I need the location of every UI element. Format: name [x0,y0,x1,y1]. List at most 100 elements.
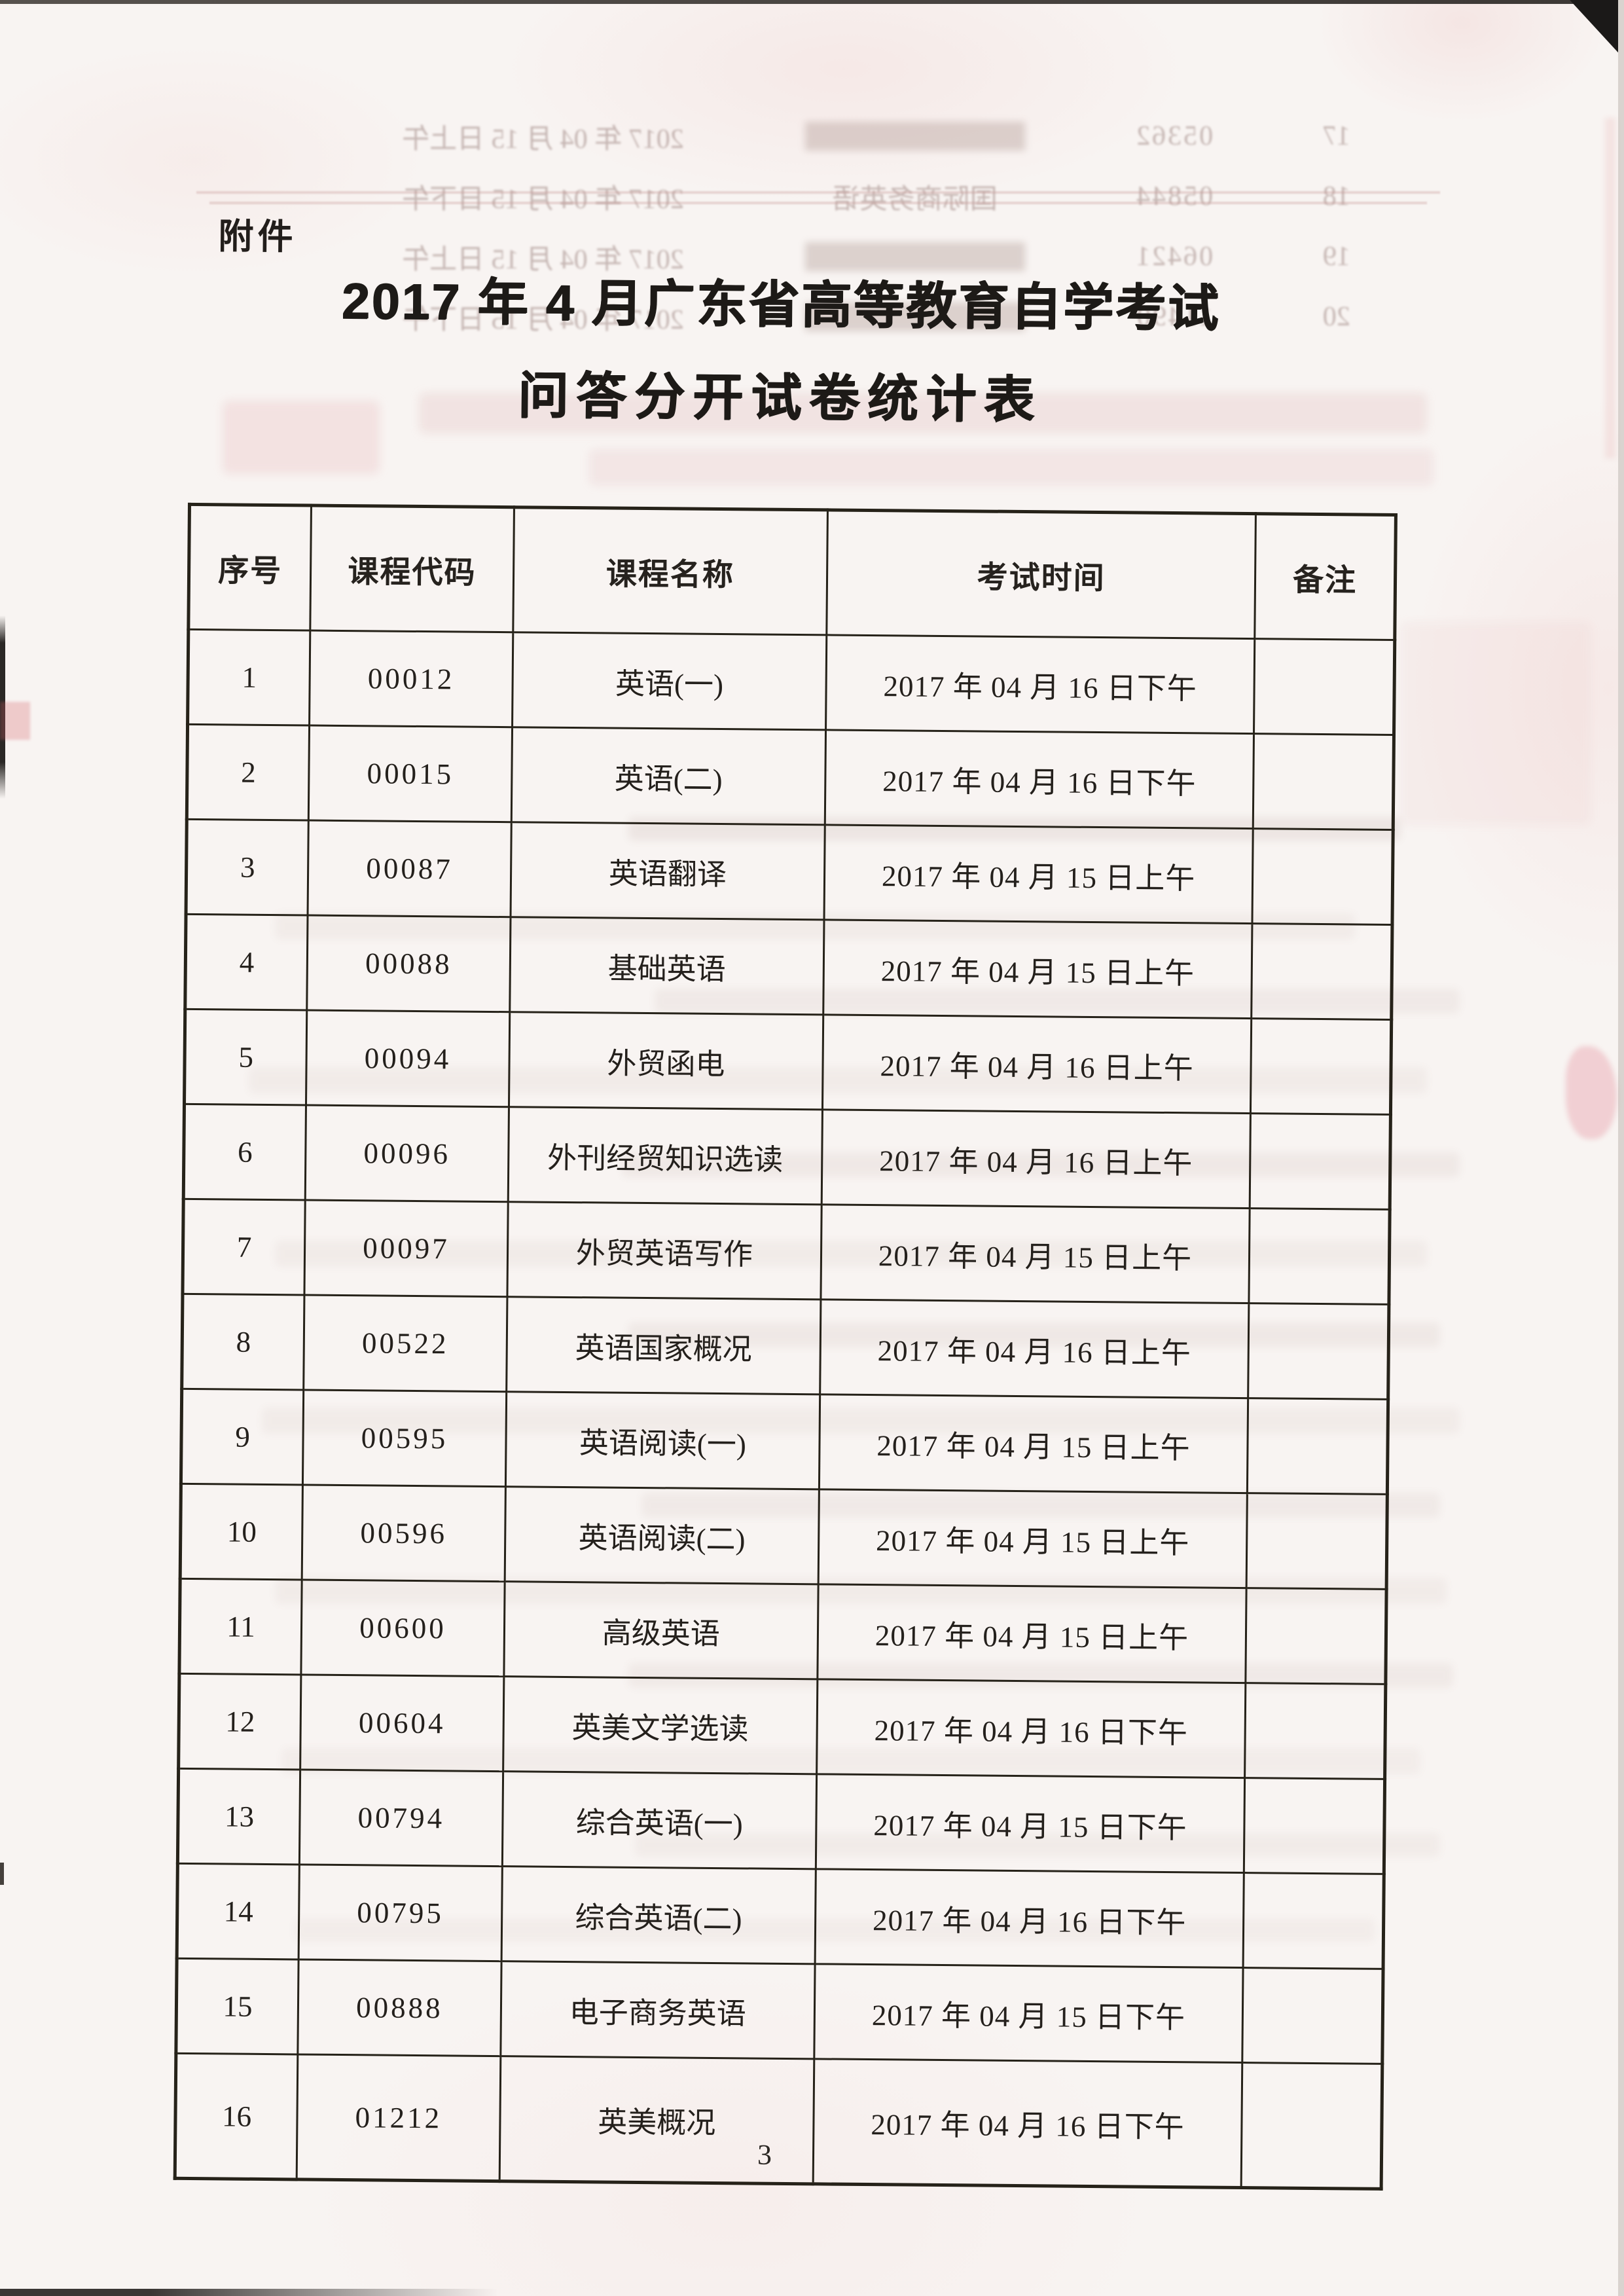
scan-edge-left [0,615,5,799]
cell-no: 2 [187,724,310,821]
cell-name: 综合英语(二) [501,1866,816,1964]
pink-ink-scribble [1566,1046,1617,1139]
table-row: 4 00088 基础英语 2017 年 04 月 15 日上午 [185,914,1392,1020]
cell-name: 英语翻译 [510,822,825,920]
bleedthrough-smudge [419,393,1427,433]
bleedthrough-smudge [249,1067,1427,1093]
cell-code: 00012 [309,630,513,727]
attachment-label: 附件 [218,217,297,257]
bleedthrough-smudge [223,401,380,474]
cell-code: 00522 [303,1294,507,1392]
bleedthrough-smudge [275,1241,1427,1267]
cell-note [1250,1018,1392,1115]
cell-time: 2017 年 04 月 15 日上午 [818,1489,1248,1588]
cell-time: 2017 年 04 月 15 日上午 [820,1204,1250,1303]
cell-time: 2017 年 04 月 15 日下午 [816,1774,1245,1873]
table-row: 2 00015 英语(二) 2017 年 04 月 16 日下午 [187,724,1394,830]
red-ink-mark [0,702,30,740]
cell-note [1246,1588,1387,1685]
cell-code: 00087 [308,820,512,917]
cell-note [1254,638,1395,735]
bleedthrough-smudge [628,1322,1440,1347]
cell-name: 英语阅读(一) [505,1391,820,1489]
table-row: 14 00795 综合英语(二) 2017 年 04 月 16 日下午 [177,1863,1384,1969]
cell-time: 2017 年 04 月 16 日下午 [816,1679,1246,1778]
cell-name: 综合英语(一) [502,1771,817,1869]
cell-no: 14 [177,1863,300,1959]
cell-no: 13 [177,1768,300,1865]
cell-time: 2017 年 04 月 15 日上午 [817,1584,1247,1683]
cell-name: 高级英语 [503,1581,819,1679]
table-row: 7 00097 外贸英语写作 2017 年 04 月 15 日上午 [182,1199,1390,1305]
col-header-name: 课程名称 [513,507,828,635]
table-row: 5 00094 外贸函电 2017 年 04 月 16 日上午 [184,1009,1392,1115]
cell-code: 00795 [298,1864,503,1961]
bleedthrough-smudge [275,913,1355,939]
cell-no: 4 [185,914,308,1011]
col-header-code: 课程代码 [310,505,514,632]
table-row: 3 00087 英语翻译 2017 年 04 月 15 日上午 [186,819,1394,925]
cell-code: 00015 [308,725,513,822]
cell-no: 12 [178,1673,302,1770]
cell-code: 00604 [300,1674,504,1772]
cell-time: 2017 年 04 月 16 日下午 [825,729,1254,829]
cell-note [1246,1493,1388,1590]
cell-name: 英语阅读(二) [504,1486,820,1584]
cell-name: 基础英语 [509,917,824,1015]
cell-name: 外贸英语写作 [507,1201,822,1300]
cell-no: 7 [182,1199,306,1295]
cell-note [1244,1683,1386,1779]
cell-note [1250,1113,1391,1210]
bleedthrough-smudge [262,1408,1460,1434]
cell-time: 2017 年 04 月 15 日上午 [819,1394,1248,1493]
cell-note [1244,1777,1385,1874]
cell-note [1252,828,1394,925]
table-row: 10 00596 英语阅读(二) 2017 年 04 月 15 日上午 [180,1484,1388,1590]
cell-no: 3 [186,819,309,916]
pink-ink-streak [1605,118,1615,458]
bleedthrough-smudge [1401,622,1591,825]
cell-no: 10 [180,1484,303,1580]
cell-note [1249,1208,1390,1305]
table-row: 6 00096 外刊经贸知识选读 2017 年 04 月 16 日上午 [183,1104,1391,1210]
bleedthrough-rule [209,202,1427,204]
col-header-no: 序号 [188,504,312,631]
cell-time: 2017 年 04 月 16 日下午 [814,1868,1244,1968]
bleedthrough-smudge [281,1748,1420,1774]
cell-code: 00094 [306,1010,510,1107]
cell-no: 6 [183,1104,306,1200]
bleedthrough-rule [196,191,1440,194]
bleedthrough-smudge [628,1663,1453,1688]
cell-code: 00088 [306,915,511,1012]
cell-time: 2017 年 04 月 16 日上午 [820,1299,1250,1398]
table-row: 9 00595 英语阅读(一) 2017 年 04 月 15 日上午 [181,1389,1388,1495]
bleedthrough-smudge [635,1833,1440,1857]
table-row: 8 00522 英语国家概况 2017 年 04 月 16 日上午 [181,1294,1389,1400]
cell-note [1242,1967,1384,2064]
table-row: 15 00888 电子商务英语 2017 年 04 月 15 日下午 [175,1958,1384,2064]
cell-name: 外贸函电 [509,1011,823,1110]
cell-no: 9 [181,1389,304,1485]
col-header-time: 考试时间 [826,509,1256,639]
cell-time: 2017 年 04 月 15 日下午 [814,1963,1244,2063]
scan-edge-right [1618,0,1624,2296]
bleedthrough-smudge [628,817,1401,841]
document-title-line2: 问答分开试卷统计表 [517,367,1043,429]
cell-note [1253,733,1394,830]
cell-name: 电子商务英语 [500,1961,815,2059]
bleedthrough-smudge [589,449,1434,486]
scan-edge-top [0,0,1624,4]
cell-no: 5 [184,1009,307,1105]
cell-no: 8 [181,1294,305,1390]
exam-schedule-table: 序号 课程代码 课程名称 考试时间 备注 1 00012 英语(一) 2017 … [173,502,1398,2191]
bleedthrough-smudge [295,1918,1375,1942]
col-header-note: 备注 [1254,513,1396,640]
cell-note [1247,1398,1388,1495]
bleedthrough-smudge [275,1578,1447,1604]
cell-code: 00595 [302,1389,507,1487]
table-row: 12 00604 英美文学选读 2017 年 04 月 16 日下午 [178,1673,1386,1779]
cell-note [1243,1872,1384,1969]
cell-time: 2017 年 04 月 16 日上午 [822,1014,1252,1114]
